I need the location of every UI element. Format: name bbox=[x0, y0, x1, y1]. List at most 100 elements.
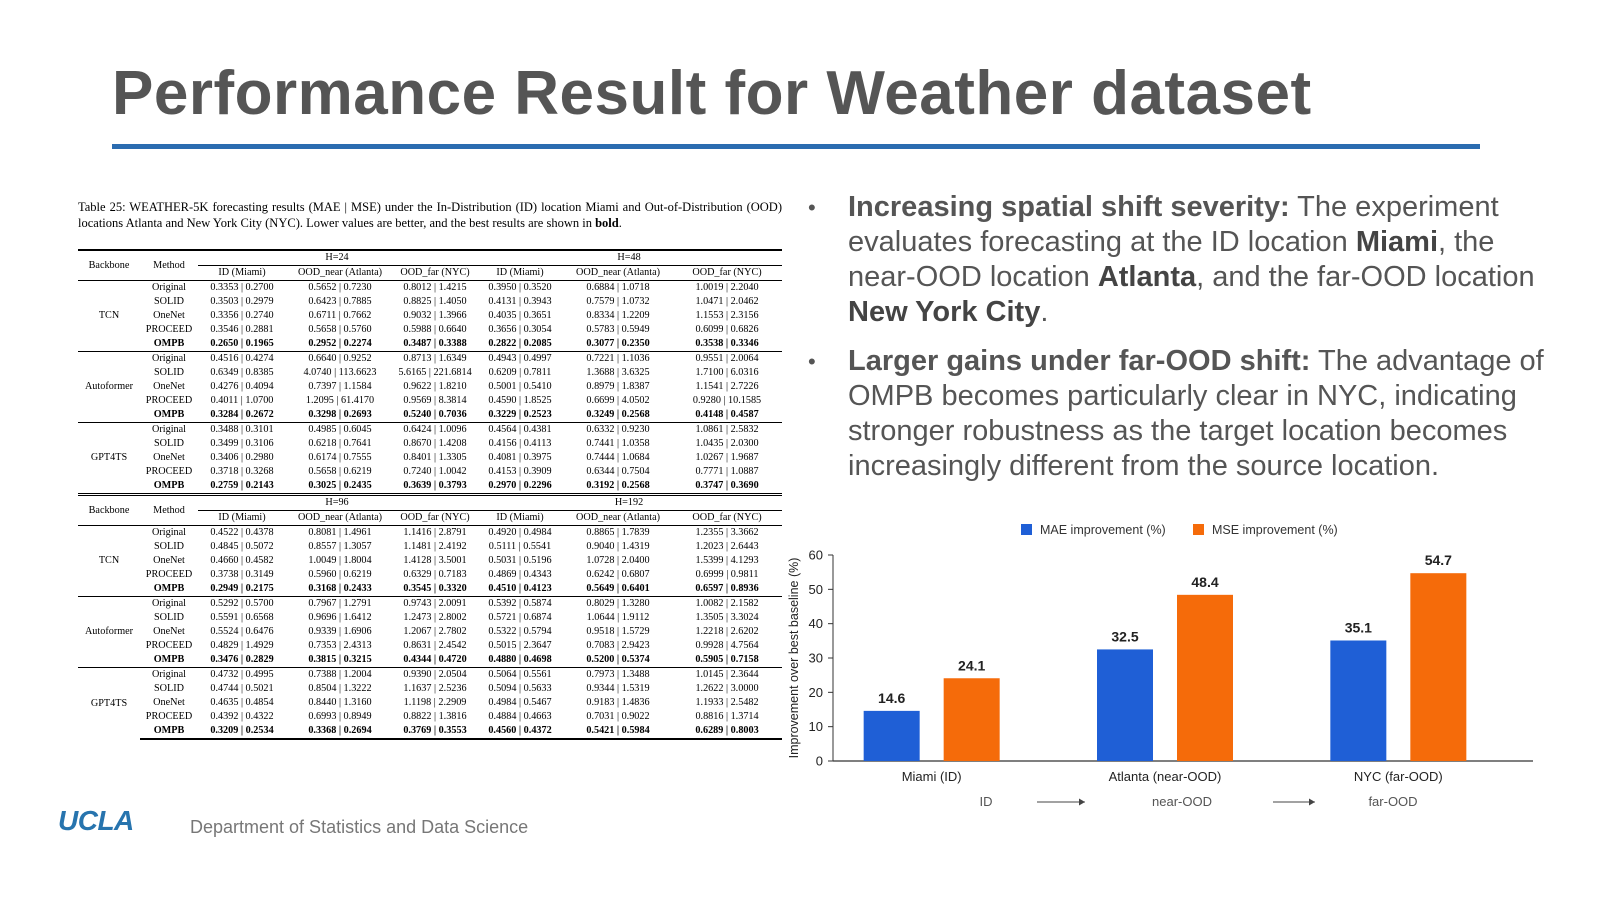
bullet-emphasis: New York City bbox=[848, 296, 1041, 328]
value-cell: 1.1541 | 2.7226 bbox=[695, 381, 759, 392]
value-cell: 1.2023 | 2.6443 bbox=[695, 541, 759, 552]
value-cell: 0.5392 | 0.5874 bbox=[476, 596, 565, 611]
header-backbone: Backbone bbox=[78, 249, 140, 281]
value-cell: 0.3192 | 0.2568 bbox=[586, 480, 650, 491]
value-cell: 0.5652 | 0.7230 bbox=[286, 280, 394, 295]
table-row: OneNet 0.3356 | 0.2740 0.6711 | 0.7662 0.90… bbox=[78, 309, 782, 323]
backbone-cell: TCN bbox=[78, 525, 140, 597]
value-cell: 0.8081 | 1.4961 bbox=[286, 525, 394, 540]
value-cell: 0.7771 | 1.0887 bbox=[695, 466, 759, 477]
method-cell: OneNet bbox=[153, 310, 185, 321]
value-cell: 0.6289 | 0.8003 bbox=[672, 724, 783, 740]
value-cell: 0.9183 | 1.4836 bbox=[586, 697, 650, 708]
value-cell: 0.4884 | 0.4663 bbox=[488, 711, 552, 722]
value-cell: 0.5064 | 0.5561 bbox=[476, 667, 565, 682]
value-cell: 0.5111 | 0.5541 bbox=[488, 541, 552, 552]
value-cell: 0.4156 | 0.4113 bbox=[488, 438, 552, 449]
y-tick-label: 50 bbox=[809, 582, 823, 597]
header-backbone: Backbone bbox=[78, 493, 140, 526]
method-cell: PROCEED bbox=[145, 569, 193, 580]
arrow-right-icon bbox=[1079, 798, 1085, 806]
value-cell: 0.5783 | 0.5949 bbox=[586, 324, 650, 335]
value-cell: 5.6165 | 221.6814 bbox=[398, 367, 472, 378]
value-cell: 0.8504 | 1.3222 bbox=[308, 683, 372, 694]
value-cell: 0.4590 | 1.8525 bbox=[488, 395, 552, 406]
value-cell: 0.8825 | 1.4050 bbox=[403, 296, 467, 307]
method-cell: OMPB bbox=[153, 480, 185, 491]
table-caption: Table 25: WEATHER-5K forecasting results… bbox=[78, 200, 782, 231]
value-cell: 1.1416 | 2.8791 bbox=[394, 525, 477, 540]
header-horizon: H=192 bbox=[476, 493, 783, 511]
table-row: OMPB 0.2650 | 0.1965 0.2952 | 0.2274 0.3487… bbox=[78, 337, 782, 352]
method-cell: SOLID bbox=[154, 367, 184, 378]
value-cell: 1.0145 | 2.3644 bbox=[672, 667, 783, 682]
bar-value-label: 24.1 bbox=[958, 657, 985, 673]
value-cell: 0.7031 | 0.9022 bbox=[586, 711, 650, 722]
value-cell: 0.5988 | 0.6640 bbox=[403, 324, 467, 335]
y-tick-label: 30 bbox=[809, 651, 823, 666]
value-cell: 1.3505 | 3.3024 bbox=[695, 612, 759, 623]
value-cell: 0.3538 | 0.3346 bbox=[695, 338, 759, 349]
table-row: PROCEED 0.4829 | 1.4929 0.7353 | 2.4313 0.8… bbox=[78, 639, 782, 653]
header-subcol: ID (Miami) bbox=[496, 267, 544, 278]
y-tick-label: 20 bbox=[809, 685, 823, 700]
value-cell: 0.4943 | 0.4997 bbox=[476, 351, 565, 366]
value-cell: 0.9928 | 4.7564 bbox=[695, 640, 759, 651]
value-cell: 0.3209 | 0.2534 bbox=[198, 724, 286, 740]
value-cell: 0.4276 | 0.4094 bbox=[210, 381, 274, 392]
value-cell: 1.0435 | 2.0300 bbox=[695, 438, 759, 449]
value-cell: 0.4148 | 0.4587 bbox=[695, 409, 759, 420]
value-cell: 0.7221 | 1.1036 bbox=[564, 351, 673, 366]
backbone-cell: GPT4TS bbox=[78, 667, 140, 739]
value-cell: 0.3499 | 0.3106 bbox=[210, 438, 274, 449]
value-cell: 0.3284 | 0.2672 bbox=[210, 409, 274, 420]
footer-department: Department of Statistics and Data Scienc… bbox=[190, 817, 529, 837]
value-cell: 0.7388 | 1.2004 bbox=[286, 667, 394, 682]
table-row: OMPB 0.2949 | 0.2175 0.3168 | 0.2433 0.3545… bbox=[78, 582, 782, 597]
value-cell: 1.1198 | 2.2909 bbox=[403, 697, 467, 708]
value-cell: 0.6174 | 0.7555 bbox=[308, 452, 372, 463]
value-cell: 0.3487 | 0.3388 bbox=[403, 338, 467, 349]
header-subcol: ID (Miami) bbox=[496, 512, 544, 523]
value-cell: 0.5200 | 0.5374 bbox=[586, 654, 650, 665]
value-cell: 1.2473 | 2.8002 bbox=[403, 612, 467, 623]
value-cell: 0.7441 | 1.0358 bbox=[586, 438, 650, 449]
method-cell: OMPB bbox=[140, 724, 198, 740]
value-cell: 0.3229 | 0.2523 bbox=[488, 409, 552, 420]
value-cell: 0.9040 | 1.4319 bbox=[586, 541, 650, 552]
value-cell: 1.0861 | 2.5832 bbox=[672, 422, 783, 437]
header-subcol: ID (Miami) bbox=[218, 512, 266, 523]
bullet-text: . bbox=[1040, 296, 1049, 328]
value-cell: 0.3406 | 0.2980 bbox=[210, 452, 274, 463]
value-cell: 0.4035 | 0.3651 bbox=[488, 310, 552, 321]
value-cell: 0.4635 | 0.4854 bbox=[210, 697, 274, 708]
method-cell: PROCEED bbox=[145, 640, 193, 651]
value-cell: 0.3168 | 0.2433 bbox=[308, 583, 372, 594]
value-cell: 0.3368 | 0.2694 bbox=[286, 724, 394, 740]
x-tick-label: Atlanta (near-OOD) bbox=[1109, 769, 1222, 784]
value-cell: 0.3488 | 0.3101 bbox=[198, 422, 286, 437]
value-cell: 0.5591 | 0.6568 bbox=[210, 612, 274, 623]
y-tick-label: 0 bbox=[816, 754, 823, 769]
method-cell: PROCEED bbox=[145, 466, 193, 477]
value-cell: 0.4984 | 0.5467 bbox=[488, 697, 552, 708]
method-cell: OneNet bbox=[153, 626, 185, 637]
value-cell: 1.2095 | 61.4170 bbox=[305, 395, 375, 406]
value-cell: 0.4510 | 0.4123 bbox=[488, 583, 552, 594]
ucla-logo: UCLA bbox=[58, 805, 134, 836]
method-cell: PROCEED bbox=[145, 324, 193, 335]
value-cell: 0.7397 | 1.1584 bbox=[308, 381, 372, 392]
value-cell: 0.3353 | 0.2700 bbox=[198, 280, 286, 295]
value-cell: 0.8012 | 1.4215 bbox=[394, 280, 477, 295]
header-horizon: H=24 bbox=[198, 249, 477, 266]
value-cell: 0.3950 | 0.3520 bbox=[476, 280, 565, 295]
value-cell: 0.5721 | 0.6874 bbox=[488, 612, 552, 623]
header-subcol: OOD_near (Atlanta) bbox=[297, 512, 382, 523]
value-cell: 0.6993 | 0.8949 bbox=[308, 711, 372, 722]
results-table-area: Table 25: WEATHER-5K forecasting results… bbox=[78, 200, 783, 740]
caption-end: . bbox=[618, 215, 622, 230]
bullet-item: • Increasing spatial shift severity: The … bbox=[808, 190, 1568, 330]
value-cell: 0.9569 | 8.3814 bbox=[403, 395, 467, 406]
header-subcol: ID (Miami) bbox=[218, 267, 266, 278]
backbone-cell: GPT4TS bbox=[78, 422, 140, 495]
